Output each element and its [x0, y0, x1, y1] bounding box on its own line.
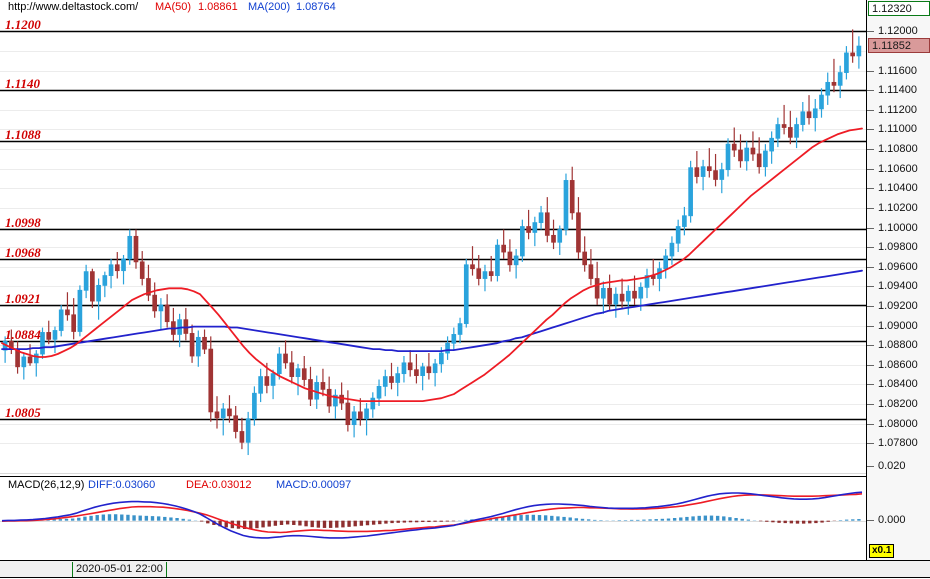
price-tick	[867, 286, 874, 288]
price-tick	[867, 305, 874, 307]
price-tick-label: 1.08800	[878, 339, 918, 352]
price-tick-label: 1.08400	[878, 378, 918, 391]
ma50-label: MA(50)	[155, 1, 192, 13]
price-tick	[867, 227, 874, 229]
price-tick	[867, 443, 874, 445]
ma200-value: 1.08764	[296, 1, 336, 13]
price-tick-label: 1.09600	[878, 260, 918, 273]
price-tick	[867, 325, 874, 327]
price-tick	[867, 188, 874, 190]
price-tick	[867, 129, 874, 131]
price-tick	[867, 90, 874, 92]
price-level-label: 1.1200	[5, 16, 41, 32]
price-tick-label: 1.12000	[878, 25, 918, 38]
price-tick	[867, 168, 874, 170]
price-level-label: 1.0884	[5, 326, 41, 342]
price-tick	[867, 31, 874, 33]
price-tick-label: 1.10800	[878, 143, 918, 156]
price-tick-label: 1.11600	[878, 64, 917, 77]
macd-scale-axis[interactable]: x0.1 0.0200.000-0.020	[866, 460, 930, 579]
broker-url[interactable]: http://www.deltastock.com/	[8, 1, 139, 13]
price-tick	[867, 109, 874, 111]
price-tick	[867, 384, 874, 386]
ma200-label: MA(200)	[248, 1, 291, 13]
price-tick	[867, 266, 874, 268]
macd-tick	[867, 519, 874, 521]
price-tick-label: 1.10200	[878, 201, 918, 214]
macd-dea-value: DEA:0.03012	[186, 479, 252, 491]
price-level-label: 1.0805	[5, 404, 41, 420]
candlestick-plot	[0, 29, 866, 456]
price-tick	[867, 247, 874, 249]
macd-diff-value: DIFF:0.03060	[88, 479, 156, 491]
macd-name: MACD(26,12,9)	[8, 479, 85, 491]
price-scale-axis[interactable]: 1.12320 1.12000 1.11600 1.11400 1.11200 1.11…	[866, 0, 930, 560]
price-tick-label: 1.09400	[878, 280, 918, 293]
price-tick-label: 1.09800	[878, 241, 918, 254]
time-axis-label: 2020-05-01 22:00	[72, 562, 167, 577]
price-tick	[867, 423, 874, 425]
price-level-label: 1.1088	[5, 126, 41, 142]
price-tick-label: 1.10400	[878, 182, 918, 195]
chart-header: http://www.deltastock.com/ MA(50) 1.0886…	[0, 0, 930, 16]
time-axis[interactable]: 2020-05-01 22:00	[0, 560, 930, 578]
price-tick-label: 1.10000	[878, 221, 918, 234]
macd-tick-label: 0.000	[878, 513, 906, 526]
macd-panel[interactable]: MACD(26,12,9) DIFF:0.03060 DEA:0.03012 M…	[0, 476, 866, 561]
price-tick	[867, 207, 874, 209]
price-tick	[867, 149, 874, 151]
price-tick	[867, 345, 874, 347]
price-tick-label: 1.09000	[878, 319, 918, 332]
price-tick	[867, 364, 874, 366]
panel-divider	[0, 473, 866, 474]
macd-scale-badge[interactable]: x0.1	[869, 544, 895, 558]
high-quote-label: 1.12320	[868, 1, 930, 16]
price-tick-label: 1.07800	[878, 437, 918, 450]
price-chart-panel[interactable]	[0, 16, 866, 473]
price-level-label: 1.0998	[5, 214, 41, 230]
price-tick-label: 1.10600	[878, 162, 918, 175]
price-tick-label: 1.11200	[878, 103, 917, 116]
ma50-value: 1.08861	[198, 1, 238, 13]
price-tick-label: 1.09200	[878, 299, 918, 312]
last-price-label: 1.11852	[868, 38, 930, 54]
price-level-label: 1.0968	[5, 244, 41, 260]
price-tick	[867, 70, 874, 72]
macd-tick-label: 0.020	[878, 459, 906, 472]
price-tick-label: 1.08000	[878, 417, 918, 430]
macd-tick	[867, 465, 874, 467]
price-tick-label: 1.08200	[878, 398, 918, 411]
price-tick-label: 1.11000	[878, 123, 917, 136]
macd-macd-value: MACD:0.00097	[276, 479, 352, 491]
price-level-label: 1.0921	[5, 290, 41, 306]
price-tick-label: 1.08600	[878, 358, 918, 371]
price-level-label: 1.1140	[5, 75, 41, 91]
macd-plot	[0, 491, 866, 539]
price-tick	[867, 404, 874, 406]
price-tick-label: 1.11400	[878, 84, 917, 97]
